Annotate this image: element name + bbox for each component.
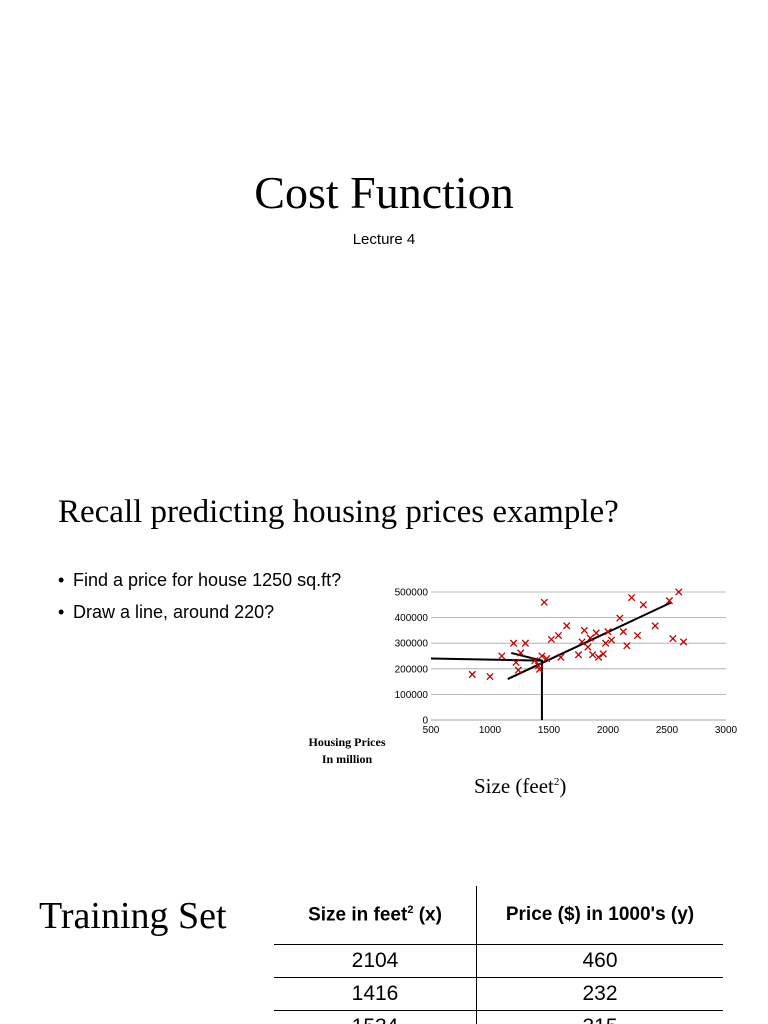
data-point [517,649,525,657]
cell-size: 1416 [274,977,477,1011]
cell-price: 315 [476,1010,723,1024]
data-point [623,642,631,650]
data-point [580,626,589,635]
training-set-table: Size in feet2 (x) Price ($) in 1000's (y… [274,886,723,1024]
data-point [535,665,544,673]
slide-training-set: Training Set Size in feet2 (x) Price ($)… [0,860,768,1024]
data-point [542,654,551,663]
data-point [531,656,539,665]
data-point [540,598,548,606]
table-row: 2104 460 [274,944,723,978]
data-point [604,628,612,636]
header-size: Size in feet2 (x) [274,886,477,945]
regression-line [507,601,673,680]
annotation-line [430,657,543,720]
x-tick-label: 500 [423,725,440,734]
slide-title: Cost Function Lecture 4 [0,0,768,440]
x-axis-label: Size (feet2) [474,769,566,799]
bullet-item: • Draw a line, around 220? [58,596,341,628]
data-point [468,670,476,679]
x-axis-label-end: ) [559,774,567,798]
data-point [607,636,616,644]
cell-size: 2104 [274,944,477,978]
data-point [514,666,522,674]
table-row: 1534 315 [274,1010,723,1024]
data-point [651,622,659,630]
data-point [627,593,636,602]
data-point [599,650,607,658]
y-axis-label-line2: In million [321,752,373,766]
data-point [509,639,518,647]
x-tick-label: 1000 [479,725,502,734]
y-axis-label-line1: Housing Prices [308,735,386,749]
data-point [592,629,600,637]
slide-heading: Recall predicting housing prices example… [58,494,619,530]
data-point [574,651,583,659]
data-point [679,638,688,646]
data-point [594,653,603,661]
x-tick-label: 3000 [715,725,738,734]
slide-heading: Training Set [39,895,227,937]
data-point [619,628,627,636]
data-point [669,634,677,643]
data-point [601,639,610,647]
x-tick-label: 1500 [538,725,561,734]
bullet-text: Draw a line, around 220? [73,602,275,622]
slide-subtitle: Lecture 4 [352,231,416,248]
y-axis-label: Housing Prices In million [292,734,402,768]
data-point [665,597,674,605]
data-point [557,653,565,661]
data-point [521,639,530,647]
data-point [512,658,520,667]
table-header-row: Size in feet2 (x) Price ($) in 1000's (y… [274,886,723,945]
table-row: 1416 232 [274,977,723,1011]
scatter-chart: 0 100000 200000 300000 400000 500000 500 1000 15… [395,588,738,735]
data-point [633,631,642,640]
data-point [547,635,556,644]
cell-price: 460 [476,944,723,978]
y-tick-label: 300000 [395,639,429,650]
bullet-dot-icon: • [58,602,65,622]
y-tick-label: 200000 [395,664,429,675]
y-tick-label: 0 [422,716,428,727]
data-point [563,622,571,630]
cell-price: 232 [476,977,723,1011]
x-axis-label-text: Size (feet [474,774,554,798]
data-point [586,634,594,642]
data-point [639,601,648,609]
data-point [498,652,506,660]
x-tick-label: 2000 [597,725,620,734]
x-tick-label: 2500 [656,725,679,734]
data-point [578,638,586,646]
data-point [616,614,624,622]
data-point [486,672,494,681]
bullet-dot-icon: • [58,570,65,590]
bullet-text: Find a price for house 1250 sq.ft? [73,570,342,590]
data-point [584,643,592,651]
bullet-item: • Find a price for house 1250 sq.ft? [58,564,341,596]
header-price: Price ($) in 1000's (y) [505,904,695,925]
data-point [554,631,563,640]
data-point [589,651,597,659]
slide-housing-prices: Recall predicting housing prices example… [0,440,768,860]
y-tick-label: 100000 [395,690,429,701]
bullet-list: • Find a price for house 1250 sq.ft? • Dra… [58,564,341,628]
data-point [675,588,683,596]
data-point [538,652,546,660]
y-tick-label: 500000 [395,588,429,599]
y-tick-label: 400000 [395,613,429,624]
slide-title-heading: Cost Function [254,167,514,218]
cell-size: 1534 [274,1010,477,1024]
x-axis-label-sup: 2 [553,776,560,788]
